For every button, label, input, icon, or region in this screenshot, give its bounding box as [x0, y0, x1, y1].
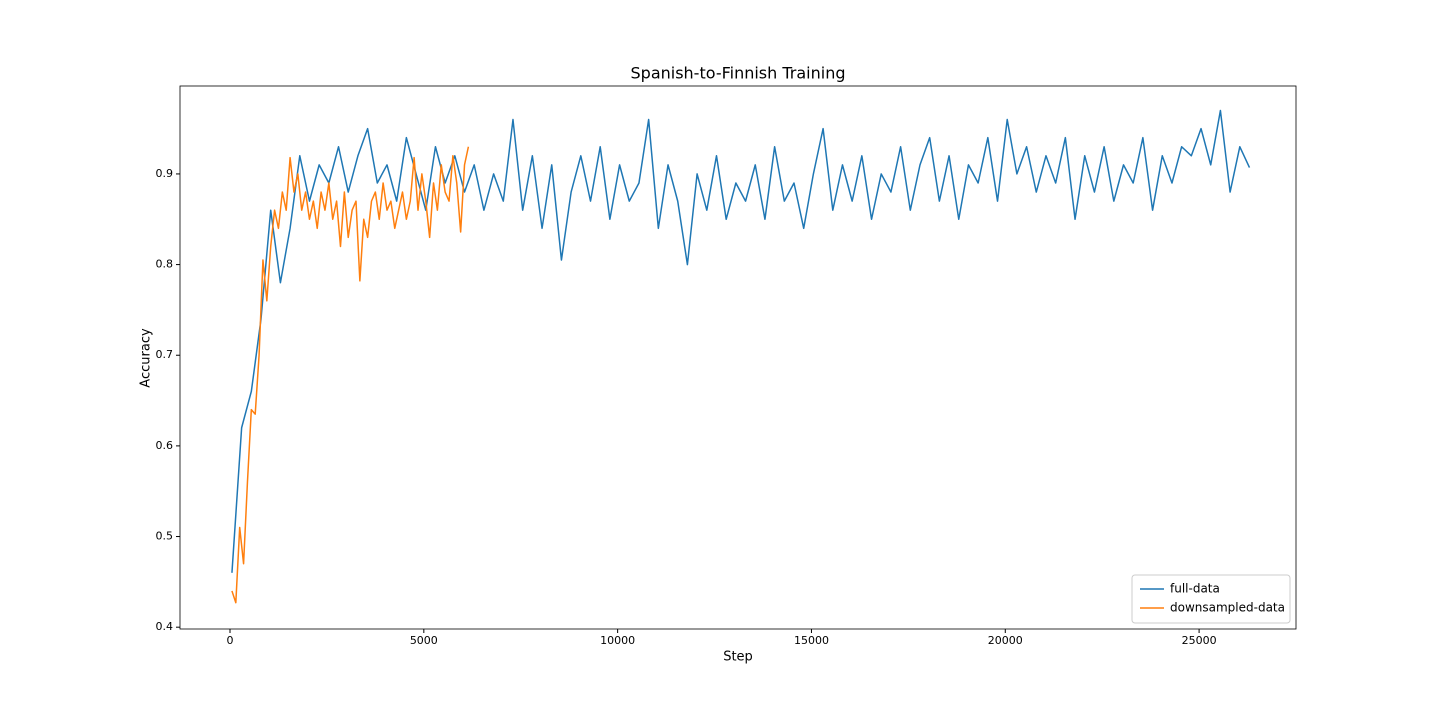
- y-tick-label: 0.6: [156, 439, 174, 452]
- data-line: [231, 109, 1251, 573]
- plot-frame: [179, 85, 1297, 630]
- y-tick-label: 0.4: [156, 620, 174, 633]
- x-tick-label: 5000: [410, 634, 438, 647]
- y-tick-label: 0.7: [156, 348, 174, 361]
- legend-label: full-data: [1170, 582, 1220, 596]
- data-line: [231, 146, 470, 604]
- y-axis-label: Accuracy: [139, 328, 154, 388]
- y-tick-label: 0.5: [156, 530, 174, 543]
- x-axis-label: Step: [723, 650, 753, 665]
- legend-box: [1131, 574, 1291, 624]
- y-tick-label: 0.9: [156, 167, 174, 180]
- x-tick-label: 10000: [600, 634, 635, 647]
- legend: full-data downsampled-data: [1131, 574, 1291, 624]
- x-tick-label: 25000: [1182, 634, 1217, 647]
- legend-label: downsampled-data: [1170, 601, 1285, 615]
- x-tick-label: 20000: [988, 634, 1023, 647]
- y-tick-label: 0.8: [156, 258, 174, 271]
- x-tick-label: 15000: [794, 634, 829, 647]
- x-tick-label: 0: [227, 634, 234, 647]
- chart-title: Spanish-to-Finnish Training: [631, 64, 846, 83]
